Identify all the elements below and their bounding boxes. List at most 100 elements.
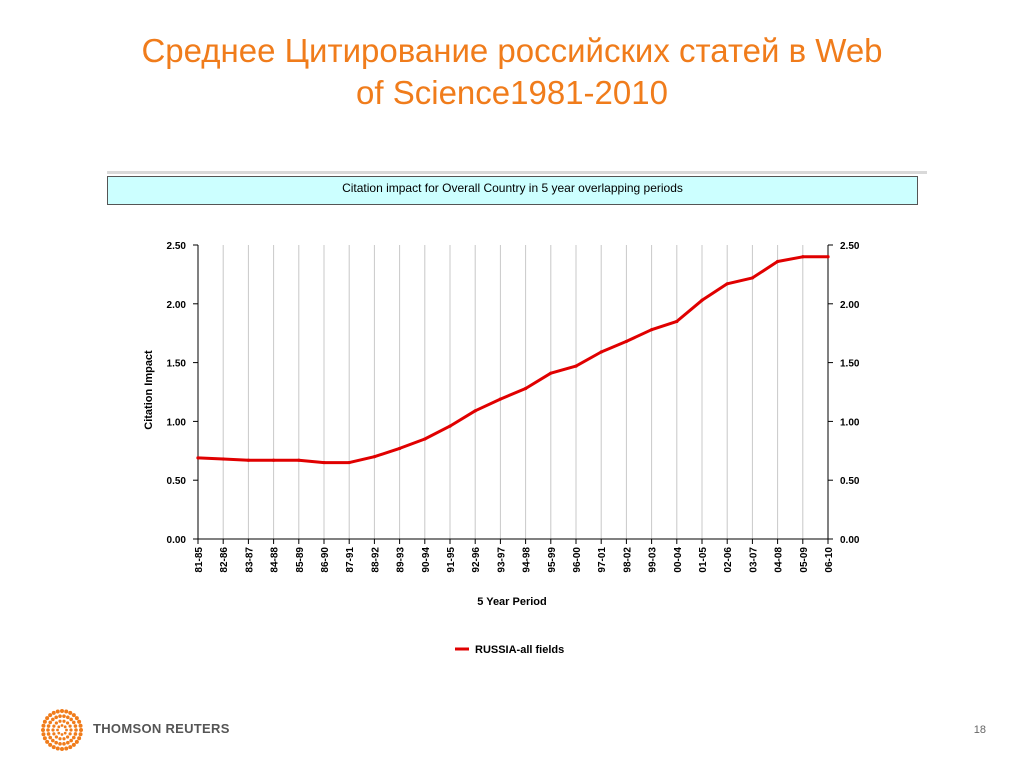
x-tick-label: 88-92	[370, 547, 381, 573]
logo-dot	[46, 728, 50, 732]
logo-dot	[58, 714, 62, 718]
logo-dot	[54, 740, 58, 745]
data-point	[675, 319, 679, 324]
logo-dot	[45, 716, 50, 721]
data-point	[398, 446, 402, 451]
logo-dot	[54, 715, 58, 720]
data-point	[524, 386, 528, 391]
title-line-2: of Science1981-2010	[356, 74, 668, 111]
header-rule	[107, 171, 927, 174]
x-tick-label: 00-04	[673, 547, 684, 573]
y-tick-label-right: 0.50	[840, 476, 860, 487]
logo-dot	[60, 747, 64, 751]
y-tick-label-left: 1.00	[167, 417, 187, 428]
logo-dot	[74, 716, 79, 721]
logo-dot	[48, 735, 53, 740]
x-tick-label: 85-89	[295, 547, 306, 573]
title-line-1: Среднее Цитирование российских статей в …	[141, 32, 883, 69]
thomson-reuters-logo-icon	[41, 709, 83, 751]
x-tick-label: 95-99	[547, 547, 558, 573]
logo-dot	[64, 709, 69, 714]
y-tick-label-left: 2.00	[167, 300, 187, 311]
logo-dot	[57, 725, 61, 729]
data-point	[272, 458, 276, 462]
x-tick-label: 82-86	[219, 547, 230, 573]
series-line	[196, 255, 830, 465]
logo-dot	[68, 745, 73, 750]
data-point	[347, 460, 351, 465]
data-point	[750, 276, 755, 280]
legend: RUSSIA-all fields	[455, 644, 564, 656]
data-point	[826, 255, 830, 259]
logo-dot	[63, 725, 67, 729]
page-number: 18	[973, 724, 986, 736]
logo-dot	[48, 742, 53, 747]
logo-dot	[62, 742, 66, 746]
legend-label: RUSSIA-all fields	[475, 644, 564, 656]
y-tick-label-right: 2.50	[840, 241, 860, 252]
data-point	[473, 409, 477, 413]
logo-dot	[57, 731, 61, 735]
logo-dot	[48, 713, 53, 718]
data-point	[423, 437, 427, 441]
x-tick-label: 87-91	[345, 547, 356, 573]
logo-dot	[41, 723, 46, 728]
logo-dot	[74, 728, 78, 732]
x-axis-label: 5 Year Period	[477, 596, 547, 608]
logo-dot	[69, 717, 73, 722]
slide-title: Среднее Цитирование российских статей в …	[60, 30, 964, 114]
x-tick-label: 92-96	[471, 547, 482, 573]
logo-dot	[73, 724, 78, 728]
logo-dot	[71, 713, 76, 718]
logo-dot	[51, 710, 56, 715]
x-tick-label: 05-09	[799, 547, 810, 573]
x-tick-label: 91-95	[446, 547, 457, 573]
x-tick-label: 90-94	[421, 547, 432, 573]
logo-dot	[54, 721, 58, 725]
y-tick-label-left: 0.50	[167, 476, 187, 487]
x-tick-label: 83-87	[244, 547, 255, 573]
logo-dot	[66, 715, 70, 720]
chart-title: Citation impact for Overall Country in 5…	[342, 181, 683, 195]
logo-dots	[41, 709, 83, 751]
logo-dot	[65, 728, 68, 732]
logo-dot	[51, 745, 56, 750]
data-point	[196, 456, 200, 460]
data-point	[574, 364, 578, 368]
logo-dot	[52, 724, 56, 728]
y-tick-label-right: 2.00	[840, 300, 860, 311]
x-tick-label: 06-10	[824, 547, 835, 573]
logo-dot	[58, 719, 62, 723]
logo-dot	[62, 719, 66, 723]
logo-dot	[74, 739, 79, 744]
grid	[197, 245, 829, 539]
logo-dot	[45, 739, 50, 744]
logo-dot	[79, 728, 83, 732]
data-point	[322, 460, 326, 465]
x-tick-label: 81-85	[194, 547, 205, 573]
data-point	[624, 339, 629, 344]
y-tick-label-right: 1.00	[840, 417, 860, 428]
logo-dot	[71, 742, 76, 747]
logo-dot	[68, 710, 73, 715]
logo-dot	[73, 732, 78, 736]
logo-dot	[46, 724, 51, 728]
logo-dot	[69, 728, 73, 732]
x-tick-label: 93-97	[496, 547, 507, 573]
logo-dot	[52, 732, 56, 736]
x-tick-label: 84-88	[270, 547, 281, 573]
logo-dot	[69, 738, 73, 743]
x-tick-label: 99-03	[648, 547, 659, 573]
data-point	[599, 350, 603, 354]
data-point	[221, 457, 225, 461]
logo-dot	[55, 709, 60, 714]
x-tick-label: 94-98	[522, 547, 533, 573]
x-tick-label: 01-05	[698, 547, 709, 573]
logo-dot	[60, 733, 64, 736]
x-tick-label: 97-01	[597, 547, 608, 573]
logo-dot	[77, 719, 82, 724]
axes: 0.00 0.00 0.50 0.50 1.00 1.00 1.50 1.50 2.00 2.00…	[167, 241, 860, 573]
chart-title-box: Citation impact for Overall Country in 5…	[107, 176, 918, 205]
x-tick-label: 86-90	[320, 547, 331, 573]
x-tick-label: 03-07	[748, 547, 759, 573]
